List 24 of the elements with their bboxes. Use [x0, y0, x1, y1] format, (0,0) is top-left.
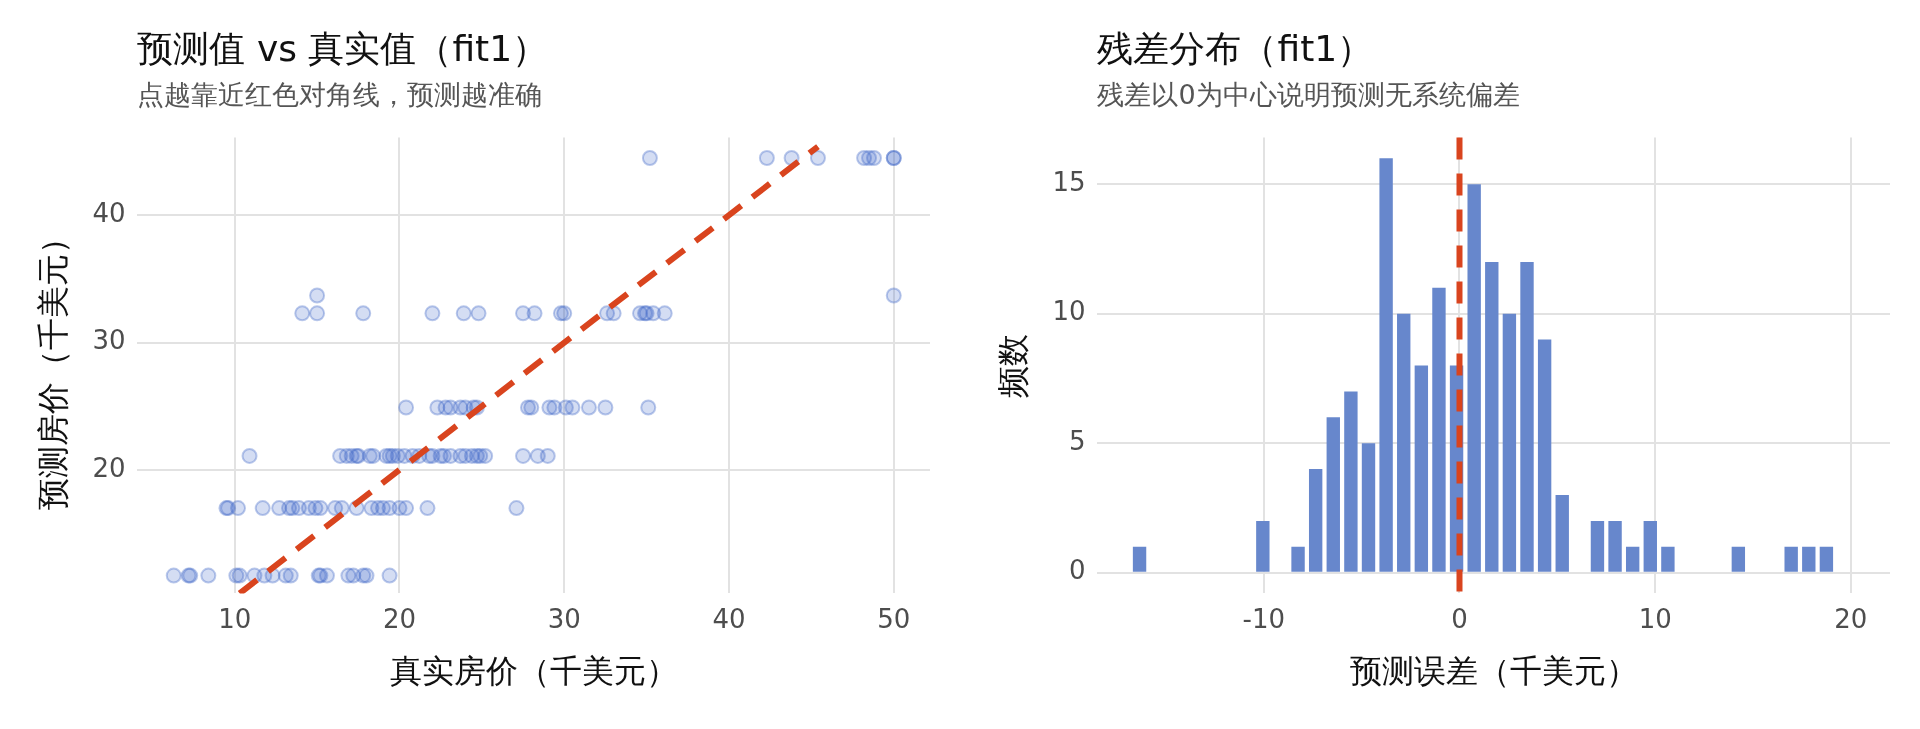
- y-tick-label: 0: [1068, 555, 1086, 586]
- x-tick-label: 40: [712, 603, 746, 634]
- x-tick-label: 50: [877, 603, 911, 634]
- x-tick-label: 10: [1638, 603, 1672, 634]
- y-tick-label: 20: [92, 452, 126, 483]
- y-tick-label: 30: [92, 325, 126, 356]
- x-axis-title: 预测误差（千美元）: [1349, 652, 1638, 691]
- y-tick-label: 15: [1052, 166, 1086, 197]
- y-tick-label: 10: [1052, 296, 1086, 327]
- y-tick-label: 5: [1068, 425, 1086, 456]
- chart-subtitle: 残差以0为中心说明预测无系统偏差: [1097, 79, 1520, 111]
- x-tick-label: 10: [218, 603, 252, 634]
- chart-title: 残差分布（fit1）: [1097, 27, 1374, 69]
- x-tick-label: -10: [1242, 603, 1286, 634]
- x-tick-label: 20: [1834, 603, 1868, 634]
- x-tick-label: 0: [1451, 603, 1468, 634]
- y-axis-title: 频数: [993, 333, 1032, 398]
- chart-title: 预测值 vs 真实值（fit1）: [137, 27, 549, 69]
- y-axis-title: 预测房价（千美元）: [33, 221, 72, 510]
- y-tick-label: 40: [92, 198, 126, 229]
- x-tick-label: 20: [382, 603, 417, 634]
- chart-subtitle: 点越靠近红色对角线，预测越准确: [137, 79, 543, 111]
- x-tick-label: 30: [547, 603, 581, 634]
- x-axis-title: 真实房价（千美元）: [389, 652, 678, 691]
